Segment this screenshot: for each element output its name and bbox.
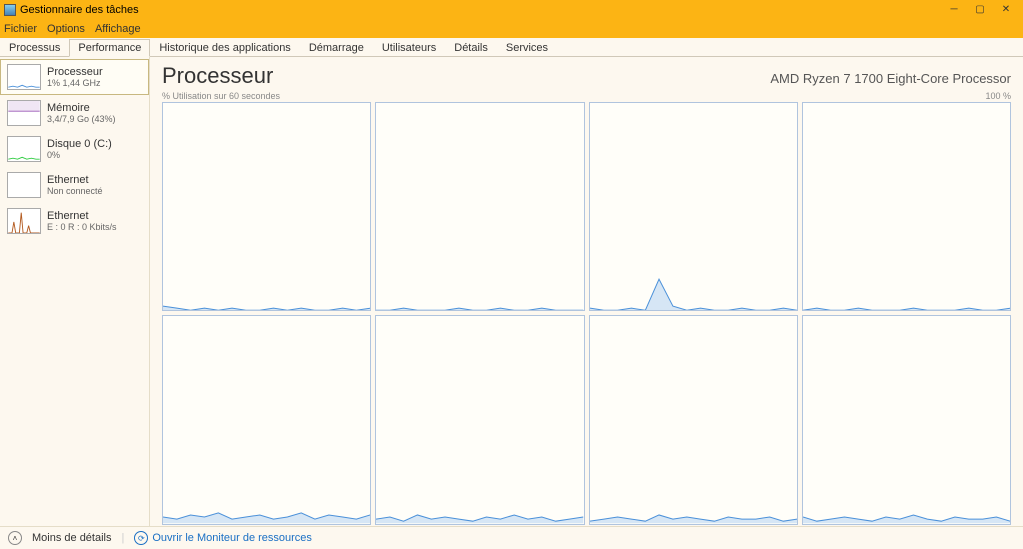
sidebar-item-sub: Non connecté [47, 186, 103, 196]
footer: ˄ Moins de détails | ⟳ Ouvrir le Moniteu… [0, 526, 1023, 549]
sidebar-item-label: Ethernet [47, 174, 103, 187]
core-chart-5 [375, 315, 584, 524]
core-chart-7 [802, 315, 1011, 524]
tab-bar: ProcessusPerformanceHistorique des appli… [0, 38, 1023, 57]
axis-right-label: 100 % [985, 91, 1011, 101]
tab-utilisateurs[interactable]: Utilisateurs [373, 39, 445, 57]
core-chart-2 [589, 102, 798, 311]
sidebar-thumb-icon [7, 100, 41, 126]
minimize-button[interactable]: ─ [941, 1, 967, 19]
sidebar-item-eth[interactable]: Ethernet Non connecté [0, 167, 149, 203]
main-header: Processeur AMD Ryzen 7 1700 Eight-Core P… [162, 63, 1011, 89]
less-details-link[interactable]: Moins de détails [32, 532, 112, 544]
cpu-model: AMD Ryzen 7 1700 Eight-Core Processor [770, 71, 1011, 86]
sidebar-item-sub: E : 0 R : 0 Kbits/s [47, 222, 117, 232]
close-button[interactable]: ✕ [993, 1, 1019, 19]
sidebar-item-eth2[interactable]: Ethernet E : 0 R : 0 Kbits/s [0, 203, 149, 239]
sidebar: Processeur 1% 1,44 GHz Mémoire 3,4/7,9 G… [0, 57, 150, 526]
menu-view[interactable]: Affichage [95, 23, 141, 35]
sidebar-item-mem[interactable]: Mémoire 3,4/7,9 Go (43%) [0, 95, 149, 131]
chevron-up-icon[interactable]: ˄ [8, 531, 22, 545]
open-monitor-link[interactable]: ⟳ Ouvrir le Moniteur de ressources [134, 531, 312, 545]
app-icon [4, 4, 16, 16]
menu-file[interactable]: Fichier [4, 23, 37, 35]
sidebar-item-text: Disque 0 (C:) 0% [47, 138, 112, 161]
page-title: Processeur [162, 63, 273, 89]
axis-left-label: % Utilisation sur 60 secondes [162, 91, 280, 101]
sidebar-item-label: Ethernet [47, 210, 117, 223]
sidebar-item-label: Processeur [47, 66, 103, 79]
open-monitor-label: Ouvrir le Moniteur de ressources [152, 532, 312, 544]
sidebar-thumb-icon [7, 64, 41, 90]
sidebar-item-sub: 1% 1,44 GHz [47, 78, 103, 88]
sidebar-thumb-icon [7, 208, 41, 234]
sidebar-item-sub: 3,4/7,9 Go (43%) [47, 114, 116, 124]
main-panel: Processeur AMD Ryzen 7 1700 Eight-Core P… [150, 57, 1023, 526]
core-chart-0 [162, 102, 371, 311]
tab-historique-des-applications[interactable]: Historique des applications [150, 39, 299, 57]
tab-détails[interactable]: Détails [445, 39, 497, 57]
window-buttons: ─ ▢ ✕ [941, 1, 1019, 19]
menu-options[interactable]: Options [47, 23, 85, 35]
sidebar-item-label: Disque 0 (C:) [47, 138, 112, 151]
content-area: Processeur 1% 1,44 GHz Mémoire 3,4/7,9 G… [0, 57, 1023, 526]
core-grid [162, 102, 1011, 415]
core-chart-1 [375, 102, 584, 311]
tab-performance[interactable]: Performance [69, 39, 150, 57]
tab-services[interactable]: Services [497, 39, 557, 57]
title-bar: Gestionnaire des tâches ─ ▢ ✕ [0, 0, 1023, 19]
sidebar-item-disk[interactable]: Disque 0 (C:) 0% [0, 131, 149, 167]
sidebar-item-sub: 0% [47, 150, 112, 160]
sidebar-item-text: Ethernet E : 0 R : 0 Kbits/s [47, 210, 117, 233]
core-chart-4 [162, 315, 371, 524]
sidebar-item-text: Processeur 1% 1,44 GHz [47, 66, 103, 89]
axis-labels: % Utilisation sur 60 secondes 100 % [162, 91, 1011, 101]
tab-processus[interactable]: Processus [0, 39, 69, 57]
core-chart-3 [802, 102, 1011, 311]
sidebar-item-cpu[interactable]: Processeur 1% 1,44 GHz [0, 59, 149, 95]
sidebar-item-text: Mémoire 3,4/7,9 Go (43%) [47, 102, 116, 125]
core-chart-6 [589, 315, 798, 524]
monitor-icon: ⟳ [134, 531, 148, 545]
sidebar-thumb-icon [7, 172, 41, 198]
sidebar-thumb-icon [7, 136, 41, 162]
sidebar-item-label: Mémoire [47, 102, 116, 115]
sidebar-item-text: Ethernet Non connecté [47, 174, 103, 197]
window-title: Gestionnaire des tâches [20, 4, 941, 16]
maximize-button[interactable]: ▢ [967, 1, 993, 19]
menu-bar: Fichier Options Affichage [0, 19, 1023, 38]
tab-démarrage[interactable]: Démarrage [300, 39, 373, 57]
